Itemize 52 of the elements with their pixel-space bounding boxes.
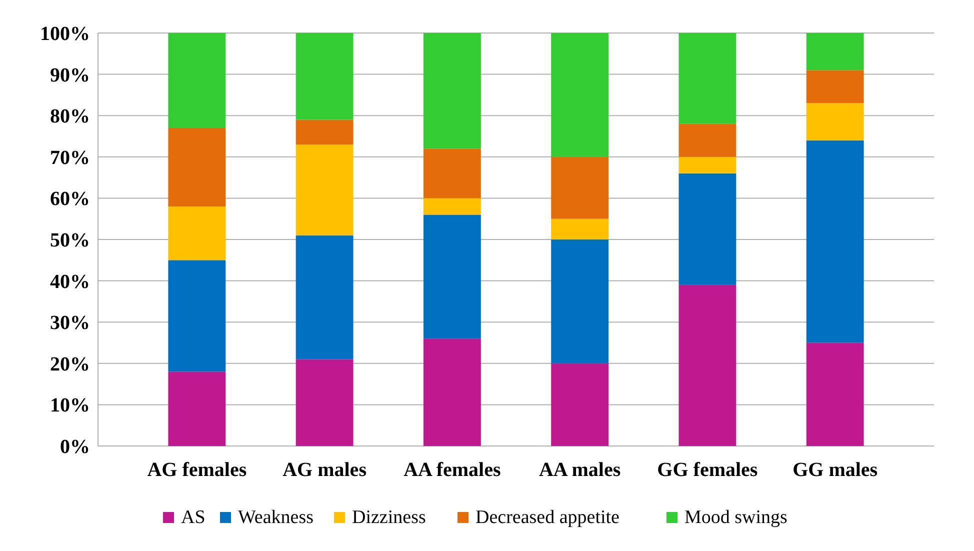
bar <box>423 33 481 149</box>
bar <box>296 33 354 120</box>
bar <box>423 214 481 339</box>
legend-label: Decreased appetite <box>476 507 620 528</box>
y-tick-label: 70% <box>50 146 90 169</box>
bar <box>423 338 481 446</box>
legend-label: AS <box>181 507 206 528</box>
bar <box>551 33 609 157</box>
bar <box>423 198 481 215</box>
y-tick-label: 40% <box>50 270 90 293</box>
bar <box>678 284 736 446</box>
x-tick-label: AG females <box>147 459 247 481</box>
bar <box>168 206 226 260</box>
bar <box>296 359 354 446</box>
y-tick-label: 80% <box>50 106 90 128</box>
bar <box>806 342 864 446</box>
bar <box>296 144 354 236</box>
y-tick-label: 50% <box>50 230 90 252</box>
x-tick-label: AA females <box>404 459 501 481</box>
x-tick-label: AG males <box>282 459 367 481</box>
y-tick-label: 0% <box>60 436 90 458</box>
y-tick-label: 90% <box>50 64 90 86</box>
y-tick-label: 30% <box>50 312 90 334</box>
x-tick-label: AA males <box>538 459 621 481</box>
bar <box>296 120 354 145</box>
bar <box>168 260 226 372</box>
x-tick-label: GG females <box>657 459 758 481</box>
legend-label: Dizziness <box>352 507 426 528</box>
y-tick-label: 100% <box>40 23 90 45</box>
bar <box>551 240 609 364</box>
bar <box>806 103 864 140</box>
bar <box>806 70 864 104</box>
y-tick-label: 60% <box>50 188 90 210</box>
bar <box>678 173 736 285</box>
y-tick-label: 20% <box>50 353 90 376</box>
bar <box>296 235 354 360</box>
x-tick-label: GG males <box>792 459 878 481</box>
legend-label: Mood swings <box>684 507 788 528</box>
bar <box>806 140 864 343</box>
y-tick-label: 10% <box>50 394 90 417</box>
bar <box>168 372 226 446</box>
bar <box>551 156 609 219</box>
legend-label: Weakness <box>238 507 314 528</box>
bar <box>168 128 226 206</box>
bar <box>678 124 736 157</box>
bar <box>551 218 609 240</box>
bar <box>168 33 226 128</box>
bar <box>806 33 864 70</box>
bar <box>551 363 609 446</box>
bar <box>678 33 736 124</box>
bar <box>678 156 736 174</box>
bar <box>423 148 481 198</box>
